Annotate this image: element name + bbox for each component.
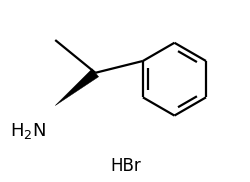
Text: H$_2$N: H$_2$N [10, 121, 46, 141]
Text: HBr: HBr [110, 157, 140, 175]
Polygon shape [55, 69, 98, 106]
